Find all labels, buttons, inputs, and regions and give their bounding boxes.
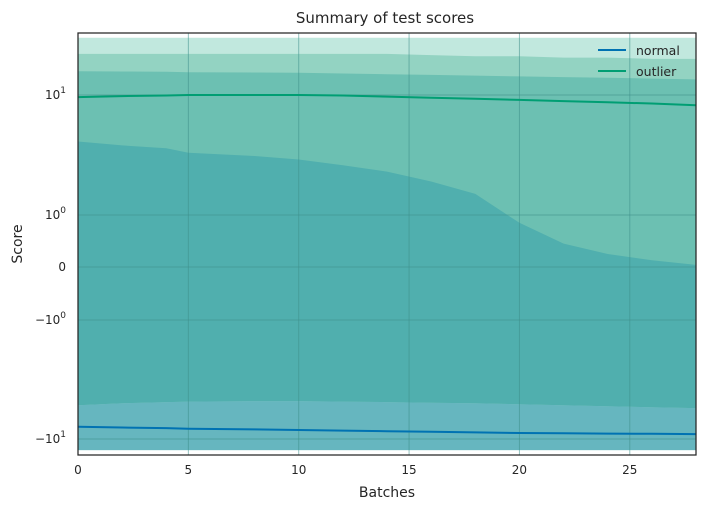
legend: normal outlier: [598, 43, 680, 79]
x-tick-label: 25: [622, 463, 637, 477]
legend-label-normal: normal: [636, 43, 680, 58]
x-tick-label: 0: [74, 463, 82, 477]
x-tick-label: 20: [512, 463, 527, 477]
legend-label-outlier: outlier: [636, 64, 677, 79]
y-tick-label: 0: [58, 260, 66, 274]
band-4: [78, 401, 696, 451]
confidence-bands: [78, 37, 696, 451]
y-axis-ticks: 101 100 0 −100 −101: [35, 86, 66, 446]
y-axis-label: Score: [10, 224, 26, 263]
x-axis-label: Batches: [359, 485, 415, 501]
chart-title: Summary of test scores: [296, 9, 474, 27]
y-tick-label: −101: [35, 430, 66, 446]
series-lines: [77, 94, 697, 436]
x-axis-ticks: 0 5 10 15 20 25: [74, 463, 637, 477]
x-tick-label: 10: [291, 463, 306, 477]
y-tick-label: −100: [35, 311, 66, 327]
x-tick-label: 15: [401, 463, 416, 477]
plot-frame: [77, 32, 697, 456]
band-3: [78, 141, 696, 409]
x-tick-label: 5: [185, 463, 193, 477]
series-line-normal: [77, 425, 697, 436]
y-tick-label: 100: [45, 206, 66, 222]
series-line-outlier: [77, 94, 697, 107]
y-tick-label: 101: [45, 86, 66, 102]
